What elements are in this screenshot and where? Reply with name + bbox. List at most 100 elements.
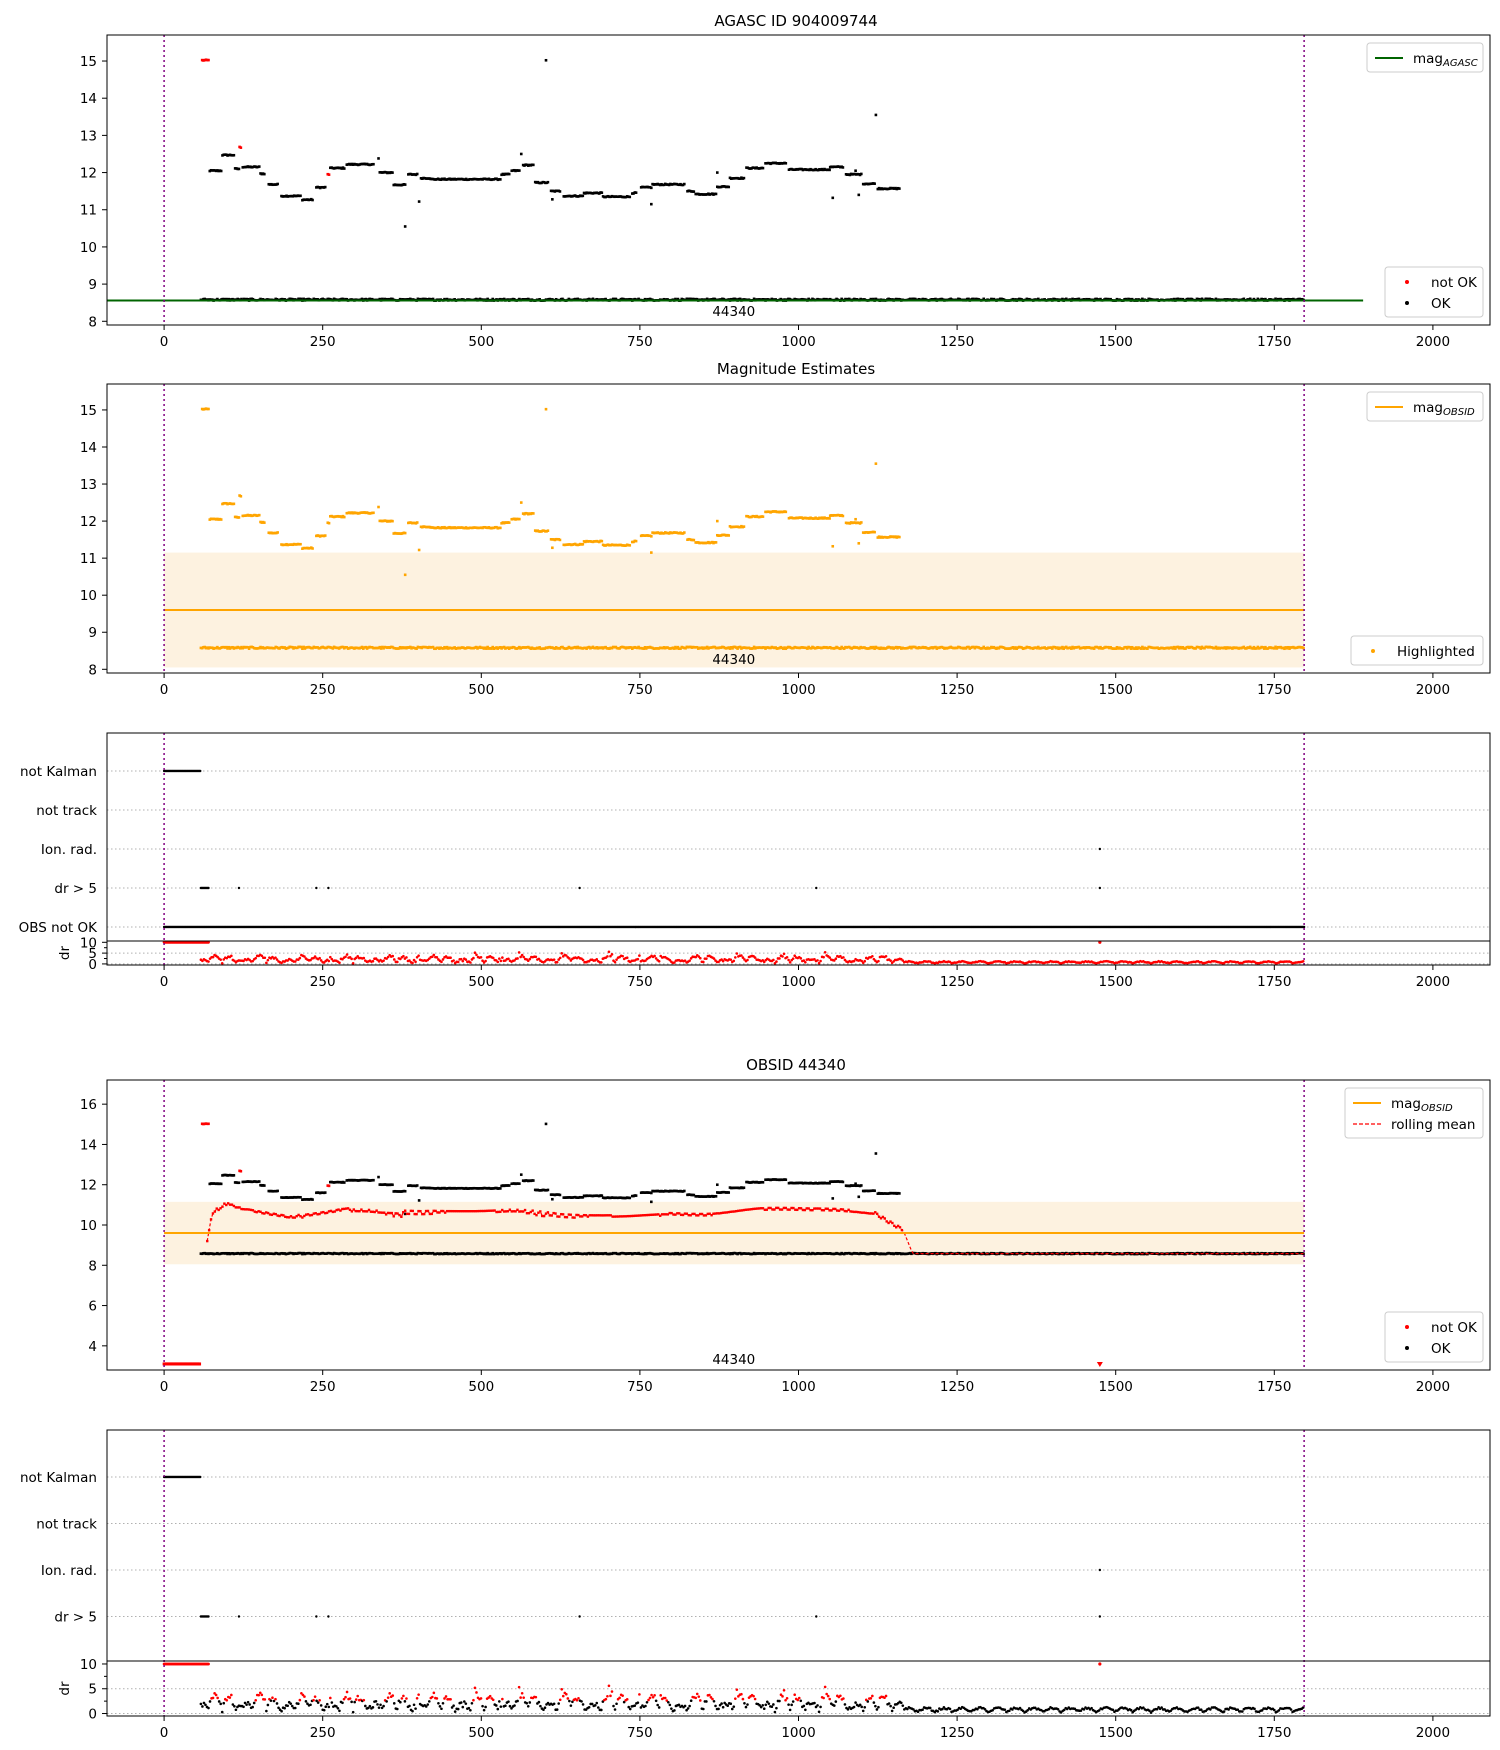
dr-point — [877, 959, 880, 963]
data-point — [491, 297, 495, 301]
data-point — [839, 647, 842, 651]
dr-point — [607, 950, 611, 954]
data-point — [761, 515, 765, 518]
x-tick-label: 0 — [160, 334, 169, 350]
data-point — [276, 182, 279, 186]
data-point — [1069, 647, 1073, 650]
dr-point — [787, 958, 790, 962]
dr-point — [499, 959, 503, 963]
legend-label: not OK — [1431, 275, 1478, 291]
dr-point — [484, 959, 487, 963]
data-point — [491, 645, 495, 649]
dr-point — [654, 957, 658, 960]
data-point — [1242, 645, 1246, 649]
x-tick-label: 250 — [310, 974, 336, 990]
data-point — [874, 462, 878, 465]
data-point — [1274, 297, 1277, 301]
data-point — [474, 645, 478, 649]
data-point — [551, 198, 554, 201]
axes-frame — [106, 732, 1491, 966]
dr-point — [813, 958, 816, 961]
dr-point — [746, 958, 749, 962]
data-point — [692, 190, 696, 193]
y-tick-label: 13 — [80, 128, 97, 144]
data-point — [1255, 647, 1258, 650]
dr-point — [558, 956, 562, 960]
dr-point — [338, 961, 341, 965]
data-point — [683, 182, 686, 186]
data-point — [967, 645, 970, 649]
data-point — [237, 167, 241, 171]
dr-point — [441, 958, 445, 961]
x-tick-label: 500 — [468, 334, 494, 350]
x-tick-label: 1750 — [1257, 334, 1291, 350]
data-point — [1077, 297, 1081, 301]
dr-point — [473, 951, 477, 955]
dr-point — [501, 956, 504, 959]
data-point — [715, 171, 719, 174]
data-point — [828, 168, 831, 172]
data-point — [728, 647, 732, 650]
dr-point — [266, 958, 270, 962]
x-tick-label: 750 — [627, 682, 653, 698]
data-point — [299, 645, 303, 649]
dr-point — [600, 961, 603, 964]
data-point — [403, 573, 407, 577]
flag-label: not track — [36, 803, 97, 819]
data-point — [408, 645, 412, 649]
data-point — [1064, 645, 1068, 649]
flag-point — [237, 886, 241, 890]
data-point — [1114, 647, 1118, 650]
obsid-label: 44340 — [712, 652, 755, 668]
y-tick-label: 9 — [88, 277, 97, 293]
data-point — [323, 185, 327, 189]
data-point — [1037, 297, 1040, 301]
legend-marker — [1405, 301, 1409, 305]
x-tick-label: 1250 — [940, 974, 974, 990]
data-point — [327, 173, 331, 176]
data-point — [705, 297, 709, 301]
data-point — [283, 646, 286, 649]
data-point — [377, 157, 380, 160]
flag-label: OBS not OK — [19, 920, 99, 936]
data-point — [872, 645, 875, 649]
data-point — [1061, 645, 1064, 649]
data-point — [1274, 645, 1277, 649]
data-point — [299, 194, 302, 198]
data-point — [1242, 297, 1246, 301]
data-point — [873, 182, 876, 185]
data-point — [1129, 647, 1133, 650]
legend-frame — [1366, 391, 1484, 422]
data-point — [1256, 645, 1260, 649]
data-point — [683, 531, 686, 534]
dr-point — [459, 957, 463, 961]
dr-point — [778, 957, 781, 960]
dr-point — [842, 956, 845, 959]
dr-point — [498, 957, 501, 960]
x-tick-label: 1000 — [781, 334, 815, 350]
data-point — [379, 647, 383, 650]
y-tick-label: 15 — [80, 403, 97, 419]
data-point — [600, 539, 604, 543]
data-point — [323, 534, 327, 537]
dr-point — [653, 954, 656, 958]
dr-point — [832, 959, 836, 962]
data-point — [1184, 647, 1187, 650]
dr-point — [819, 959, 822, 963]
x-tick-label: 1250 — [940, 334, 974, 350]
title-obsid: OBSID 44340 — [746, 1056, 846, 1074]
dr-point — [740, 954, 743, 957]
dr-point — [464, 958, 468, 961]
data-point — [831, 544, 835, 548]
data-point — [695, 645, 699, 649]
dr-point — [615, 958, 618, 961]
dr-point — [884, 954, 888, 958]
data-point — [1302, 646, 1305, 650]
dr-point — [386, 955, 390, 959]
legend-frame — [1366, 42, 1484, 73]
data-point — [283, 298, 286, 301]
dr-point — [721, 959, 725, 963]
data-point — [738, 645, 742, 649]
data-point — [276, 531, 279, 534]
